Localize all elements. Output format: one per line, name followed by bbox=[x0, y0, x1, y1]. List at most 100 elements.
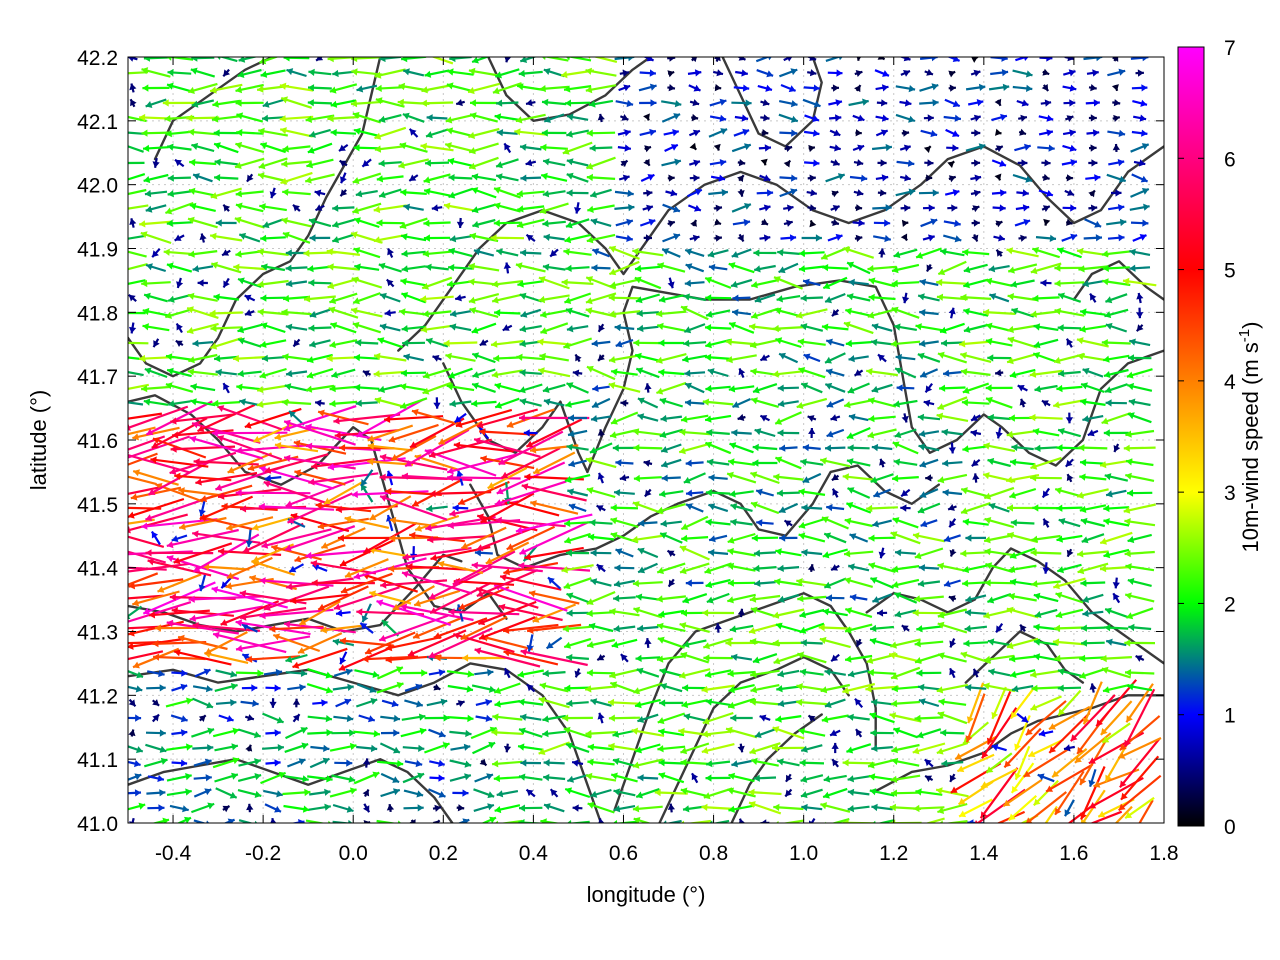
wind-arrow-shaft bbox=[1051, 748, 1088, 778]
wind-arrow-head bbox=[231, 772, 238, 780]
wind-arrow-head bbox=[612, 820, 618, 823]
wind-arrow-head bbox=[1064, 829, 1071, 836]
wind-arrow-head bbox=[207, 727, 215, 735]
wind-arrow-head bbox=[119, 551, 125, 558]
wind-arrow bbox=[128, 773, 142, 781]
wind-arrow bbox=[376, 819, 402, 823]
wind-arrow-head bbox=[777, 758, 784, 766]
wind-arrow bbox=[332, 803, 354, 813]
wind-arrow-head bbox=[434, 804, 441, 812]
wind-arrow-head bbox=[438, 759, 445, 767]
wind-arrow-head bbox=[349, 742, 357, 751]
wind-arrow-head bbox=[748, 788, 755, 796]
wind-arrow-shaft bbox=[131, 817, 135, 823]
wind-arrow bbox=[949, 773, 957, 783]
wind-arrow-head bbox=[786, 774, 793, 782]
wind-arrow bbox=[449, 759, 472, 768]
wind-arrow-shaft bbox=[665, 819, 682, 823]
wind-arrow-head bbox=[540, 818, 547, 823]
wind-arrow-head bbox=[889, 803, 896, 812]
wind-arrow bbox=[701, 803, 735, 811]
wind-arrow-head bbox=[831, 742, 839, 749]
wind-arrow-head bbox=[842, 819, 849, 823]
wind-arrow bbox=[820, 802, 851, 813]
wind-arrow-head bbox=[728, 805, 735, 813]
wind-arrow-head bbox=[134, 789, 141, 797]
wind-arrow bbox=[809, 818, 816, 823]
wind-arrow-head bbox=[683, 805, 690, 813]
wind-arrow-head bbox=[518, 773, 526, 781]
wind-arrow-head bbox=[981, 781, 988, 788]
wind-arrow bbox=[891, 743, 920, 754]
wind-arrow bbox=[753, 774, 777, 782]
wind-arrow bbox=[166, 788, 192, 796]
wind-arrow-head bbox=[1088, 757, 1096, 764]
contour-line bbox=[487, 57, 652, 122]
wind-arrow bbox=[386, 803, 395, 813]
wind-arrow bbox=[473, 788, 495, 799]
wind-arrow bbox=[996, 810, 1026, 823]
wind-arrow-head bbox=[442, 742, 450, 749]
wind-arrow-head bbox=[809, 820, 814, 823]
wind-arrow bbox=[402, 772, 425, 784]
wind-arrow-head bbox=[949, 774, 957, 782]
wind-arrow-head bbox=[565, 787, 573, 795]
wind-arrow-head bbox=[1074, 756, 1082, 763]
wind-arrow bbox=[171, 759, 188, 767]
wind-arrow-shaft bbox=[1045, 763, 1094, 793]
wind-arrow-head bbox=[957, 765, 965, 773]
wind-arrow-head bbox=[667, 803, 675, 810]
wind-arrow-head bbox=[567, 775, 574, 783]
wind-arrow-head bbox=[1118, 752, 1126, 759]
wind-arrow bbox=[705, 774, 731, 782]
wind-arrow bbox=[191, 802, 215, 814]
wind-arrow-head bbox=[128, 398, 129, 402]
wind-arrow-head bbox=[1007, 825, 1014, 832]
wind-arrow bbox=[456, 804, 465, 812]
wind-arrow bbox=[612, 820, 638, 823]
wind-arrow bbox=[680, 787, 709, 798]
wind-arrow bbox=[145, 743, 167, 753]
wind-arrow-head bbox=[206, 820, 210, 823]
wind-arrow-shaft bbox=[957, 780, 994, 806]
wind-arrow-shaft bbox=[1002, 778, 1043, 808]
wind-arrow-head bbox=[119, 309, 125, 316]
wind-arrow bbox=[654, 789, 688, 797]
wind-arrow bbox=[151, 817, 170, 823]
wind-arrow bbox=[691, 772, 699, 784]
wind-arrow bbox=[872, 819, 895, 823]
wind-arrow bbox=[572, 804, 583, 812]
wind-arrow-head bbox=[99, 542, 106, 549]
wind-arrow-head bbox=[1035, 833, 1041, 840]
wind-arrow bbox=[128, 760, 141, 768]
contour-line bbox=[658, 655, 850, 823]
wind-arrow-head bbox=[939, 820, 943, 823]
wind-arrow bbox=[890, 774, 921, 783]
wind-arrow bbox=[613, 788, 636, 797]
wind-arrow-head bbox=[612, 757, 620, 765]
wind-arrow bbox=[356, 744, 378, 753]
wind-arrow-head bbox=[180, 759, 188, 767]
wind-arrow-head bbox=[1026, 817, 1033, 823]
wind-arrow-head bbox=[526, 789, 534, 797]
wind-arrow-head bbox=[915, 788, 922, 796]
wind-arrow bbox=[773, 803, 804, 811]
wind-arrow-head bbox=[101, 527, 108, 534]
wind-arrow-head bbox=[891, 789, 897, 797]
wind-arrow-shaft bbox=[1089, 810, 1123, 823]
wind-arrow-shaft bbox=[376, 819, 398, 823]
wind-arrow-head bbox=[107, 587, 114, 594]
wind-arrow bbox=[867, 758, 897, 769]
wind-arrow bbox=[452, 789, 469, 797]
wind-arrow bbox=[380, 788, 401, 798]
wind-arrow bbox=[264, 803, 282, 813]
wind-arrow-head bbox=[438, 730, 446, 738]
wind-arrow bbox=[680, 742, 710, 755]
wind-arrow-head bbox=[134, 760, 141, 768]
wind-arrow-head bbox=[799, 759, 806, 767]
wind-arrow-head bbox=[847, 805, 855, 813]
wind-arrow-shaft bbox=[810, 818, 816, 823]
wind-arrow bbox=[409, 819, 416, 823]
wind-arrow bbox=[956, 753, 995, 773]
